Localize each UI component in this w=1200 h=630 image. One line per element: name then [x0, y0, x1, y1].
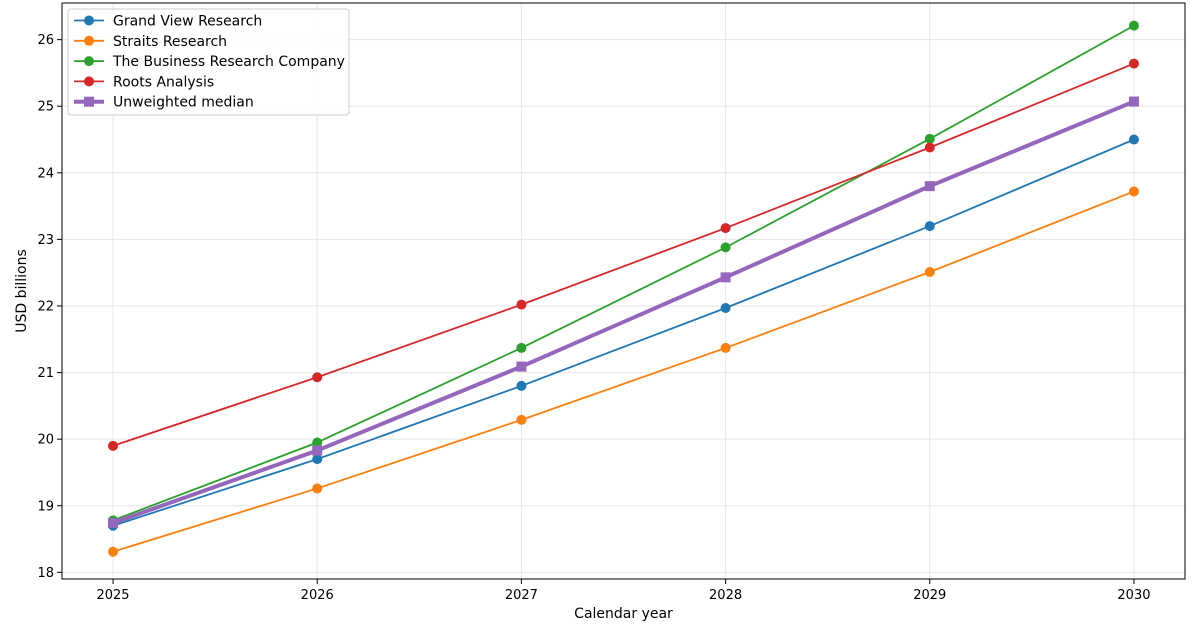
y-tick-label: 20 — [37, 433, 54, 448]
data-point — [516, 361, 527, 372]
x-axis: 2025 2026 2027 2028 2029 2030 — [96, 579, 1151, 603]
y-axis-label: USD billions — [14, 249, 30, 333]
data-point — [516, 299, 527, 310]
x-tick-label: 2030 — [1117, 588, 1150, 603]
plot-frame — [61, 2, 1186, 580]
data-point — [1128, 186, 1139, 197]
legend-label: Straits Research — [113, 34, 227, 50]
data-point — [516, 380, 527, 391]
data-point — [924, 267, 935, 278]
x-tick-label: 2026 — [301, 588, 334, 603]
data-point — [312, 437, 323, 448]
legend-label: Roots Analysis — [113, 74, 214, 90]
data-point — [1128, 58, 1139, 69]
legend-marker — [84, 56, 94, 67]
legend-marker — [84, 35, 94, 46]
data-point — [720, 342, 731, 353]
data-point — [108, 546, 119, 557]
legend-item: Grand View Research — [74, 14, 262, 30]
x-tick-label: 2025 — [96, 588, 129, 603]
data-point — [312, 454, 323, 465]
x-tick-label: 2027 — [505, 588, 538, 603]
legend-item: Straits Research — [74, 34, 227, 50]
legend-marker — [84, 15, 94, 26]
legend-marker — [84, 76, 94, 87]
y-tick-label: 25 — [37, 100, 54, 115]
data-point — [1128, 96, 1139, 107]
data-point — [720, 302, 731, 313]
data-point — [1128, 20, 1139, 31]
legend-label: The Business Research Company — [112, 54, 345, 70]
y-tick-label: 22 — [37, 299, 54, 314]
data-point — [720, 223, 731, 234]
data-point — [720, 272, 731, 283]
data-point — [924, 142, 935, 153]
x-tick-label: 2028 — [709, 588, 742, 603]
y-tick-label: 24 — [37, 166, 54, 181]
y-tick-label: 23 — [37, 233, 54, 248]
series-line — [112, 24, 1135, 522]
data-point — [924, 221, 935, 232]
x-tick-label: 2029 — [913, 588, 946, 603]
series-layer — [108, 20, 1139, 557]
x-axis-label: Calendar year — [574, 606, 673, 622]
legend-item: Roots Analysis — [74, 74, 214, 90]
y-tick-label: 19 — [37, 499, 54, 514]
data-point — [312, 483, 323, 494]
data-point — [108, 518, 119, 529]
legend-label: Grand View Research — [113, 14, 262, 30]
data-point — [312, 445, 323, 456]
data-point — [312, 372, 323, 383]
legend-item: Unweighted median — [74, 95, 254, 111]
series-line — [112, 138, 1135, 527]
series-line — [112, 62, 1135, 447]
series-line — [112, 190, 1135, 553]
legend-box — [67, 8, 350, 116]
data-point — [924, 181, 935, 192]
legend-marker — [84, 96, 94, 107]
data-point — [108, 440, 119, 451]
y-axis: 18 19 20 21 22 23 24 25 26 — [37, 33, 62, 581]
data-point — [1128, 134, 1139, 145]
data-point — [924, 133, 935, 144]
y-tick-label: 18 — [37, 566, 54, 581]
series-the-business-research-company — [108, 20, 1139, 526]
legend-label: Unweighted median — [113, 95, 254, 111]
data-point — [516, 414, 527, 425]
legend: Grand View Research Straits Research The B… — [67, 8, 350, 116]
data-point — [516, 342, 527, 353]
y-tick-label: 21 — [37, 366, 54, 381]
data-point — [720, 242, 731, 253]
y-tick-label: 26 — [37, 33, 54, 48]
series-unweighted-median — [108, 96, 1139, 529]
series-line — [112, 99, 1135, 525]
series-roots-analysis — [108, 58, 1139, 451]
legend-item: The Business Research Company — [74, 54, 345, 70]
series-straits-research — [108, 186, 1139, 557]
